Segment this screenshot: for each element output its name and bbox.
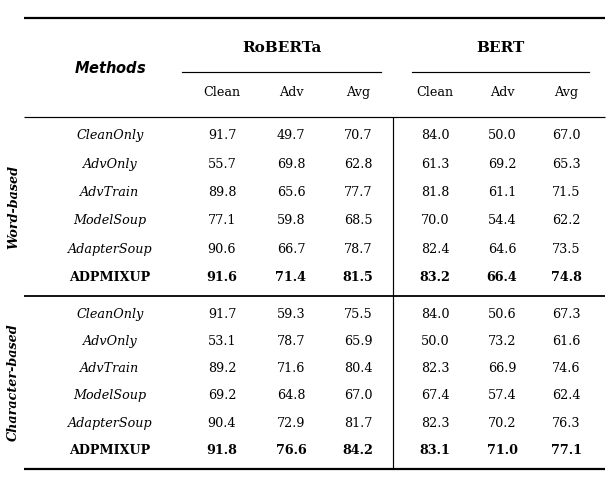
Text: 73.5: 73.5 (551, 243, 580, 256)
Text: 66.9: 66.9 (488, 362, 516, 375)
Text: 84.2: 84.2 (342, 444, 373, 457)
Text: 61.6: 61.6 (552, 335, 580, 348)
Text: 69.8: 69.8 (277, 158, 305, 170)
Text: 65.3: 65.3 (551, 158, 580, 170)
Text: 68.5: 68.5 (344, 214, 372, 227)
Text: 71.5: 71.5 (551, 186, 580, 199)
Text: 67.3: 67.3 (551, 308, 580, 321)
Text: 66.7: 66.7 (277, 243, 305, 256)
Text: 76.6: 76.6 (275, 444, 306, 457)
Text: 77.7: 77.7 (344, 186, 372, 199)
Text: 82.3: 82.3 (421, 417, 449, 430)
Text: 62.2: 62.2 (551, 214, 580, 227)
Text: RoBERTa: RoBERTa (242, 42, 322, 55)
Text: 71.4: 71.4 (275, 271, 306, 284)
Text: CleanOnly: CleanOnly (77, 308, 143, 321)
Text: 90.6: 90.6 (208, 243, 237, 256)
Text: 76.3: 76.3 (551, 417, 580, 430)
Text: ModelSoup: ModelSoup (74, 390, 147, 403)
Text: ADPMIXUP: ADPMIXUP (69, 271, 151, 284)
Text: 65.9: 65.9 (344, 335, 372, 348)
Text: 78.7: 78.7 (344, 243, 372, 256)
Text: AdvOnly: AdvOnly (83, 158, 137, 170)
Text: 70.0: 70.0 (421, 214, 449, 227)
Text: AdvTrain: AdvTrain (80, 362, 140, 375)
Text: CleanOnly: CleanOnly (77, 129, 143, 142)
Text: 67.0: 67.0 (551, 129, 580, 142)
Text: 64.8: 64.8 (277, 390, 305, 403)
Text: 91.7: 91.7 (208, 129, 236, 142)
Text: 81.5: 81.5 (343, 271, 373, 284)
Text: 91.8: 91.8 (207, 444, 238, 457)
Text: 59.3: 59.3 (277, 308, 305, 321)
Text: 67.4: 67.4 (421, 390, 449, 403)
Text: 90.4: 90.4 (208, 417, 237, 430)
Text: 69.2: 69.2 (208, 390, 237, 403)
Text: BERT: BERT (477, 42, 525, 55)
Text: 54.4: 54.4 (488, 214, 516, 227)
Text: 77.1: 77.1 (550, 444, 581, 457)
Text: Adv: Adv (278, 87, 303, 99)
Text: 83.2: 83.2 (420, 271, 451, 284)
Text: AdapterSoup: AdapterSoup (67, 417, 153, 430)
Text: Character-based: Character-based (7, 323, 20, 441)
Text: 55.7: 55.7 (207, 158, 237, 170)
Text: 82.3: 82.3 (421, 362, 449, 375)
Text: 71.6: 71.6 (277, 362, 305, 375)
Text: 61.1: 61.1 (488, 186, 516, 199)
Text: 72.9: 72.9 (277, 417, 305, 430)
Text: 59.8: 59.8 (277, 214, 305, 227)
Text: 91.7: 91.7 (208, 308, 236, 321)
Text: 62.8: 62.8 (344, 158, 372, 170)
Text: 75.5: 75.5 (344, 308, 372, 321)
Text: 83.1: 83.1 (420, 444, 451, 457)
Text: 74.8: 74.8 (551, 271, 581, 284)
Text: 89.2: 89.2 (208, 362, 237, 375)
Text: AdvTrain: AdvTrain (80, 186, 140, 199)
Text: 89.8: 89.8 (208, 186, 237, 199)
Text: Adv: Adv (489, 87, 514, 99)
Text: ModelSoup: ModelSoup (74, 214, 147, 227)
Text: 50.6: 50.6 (488, 308, 516, 321)
Text: AdvOnly: AdvOnly (83, 335, 137, 348)
Text: 57.4: 57.4 (488, 390, 516, 403)
Text: 82.4: 82.4 (421, 243, 449, 256)
Text: 91.6: 91.6 (207, 271, 238, 284)
Text: Avg: Avg (554, 87, 578, 99)
Text: 53.1: 53.1 (208, 335, 237, 348)
Text: 70.2: 70.2 (488, 417, 516, 430)
Text: 64.6: 64.6 (488, 243, 516, 256)
Text: 49.7: 49.7 (277, 129, 305, 142)
Text: 78.7: 78.7 (277, 335, 305, 348)
Text: AdapterSoup: AdapterSoup (67, 243, 153, 256)
Text: 50.0: 50.0 (421, 335, 449, 348)
Text: $\bfit{Methods}$: $\bfit{Methods}$ (74, 60, 147, 76)
Text: Clean: Clean (416, 87, 454, 99)
Text: 67.0: 67.0 (344, 390, 372, 403)
Text: 61.3: 61.3 (421, 158, 449, 170)
Text: 65.6: 65.6 (277, 186, 305, 199)
Text: ADPMIXUP: ADPMIXUP (69, 444, 151, 457)
Text: 69.2: 69.2 (488, 158, 516, 170)
Text: 77.1: 77.1 (208, 214, 236, 227)
Text: 50.0: 50.0 (488, 129, 516, 142)
Text: 80.4: 80.4 (344, 362, 372, 375)
Text: 70.7: 70.7 (344, 129, 372, 142)
Text: 62.4: 62.4 (551, 390, 580, 403)
Text: 71.0: 71.0 (486, 444, 517, 457)
Text: 66.4: 66.4 (486, 271, 517, 284)
Text: 74.6: 74.6 (551, 362, 580, 375)
Text: Avg: Avg (346, 87, 370, 99)
Text: 73.2: 73.2 (488, 335, 516, 348)
Text: 84.0: 84.0 (421, 129, 449, 142)
Text: 84.0: 84.0 (421, 308, 449, 321)
Text: 81.7: 81.7 (344, 417, 372, 430)
Text: Word-based: Word-based (7, 165, 20, 249)
Text: Clean: Clean (204, 87, 241, 99)
Text: 81.8: 81.8 (421, 186, 449, 199)
